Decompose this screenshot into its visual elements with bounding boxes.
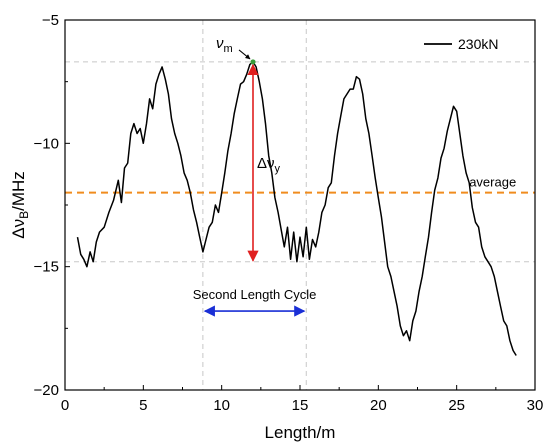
y-tick-label: −15 <box>34 259 59 276</box>
x-tick-label: 15 <box>292 397 309 414</box>
average-label: average <box>469 175 516 190</box>
delta-label-main: Δν <box>257 155 275 172</box>
peak-marker <box>250 59 256 65</box>
x-axis-label: Length/m <box>265 423 336 442</box>
y-axis-label: ΔνB/MHz <box>9 171 31 239</box>
peak-pointer <box>238 49 251 60</box>
legend: 230kN <box>424 36 498 52</box>
x-tick-label: 5 <box>139 397 147 414</box>
legend-label: 230kN <box>458 36 498 52</box>
peak-label: νm <box>216 35 233 55</box>
x-axis-ticks: 0 5 10 15 20 25 30 <box>61 385 544 414</box>
peak-label-sub: m <box>224 43 233 55</box>
cycle-label: Second Length Cycle <box>193 287 317 302</box>
y-tick-label: −5 <box>42 12 59 29</box>
y-tick-label: −20 <box>34 382 59 399</box>
y-tick-label: −10 <box>34 135 59 152</box>
y-axis-label-main: Δν <box>9 219 28 239</box>
delta-label: Δνy <box>257 155 281 175</box>
x-tick-label: 0 <box>61 397 69 414</box>
plot-frame <box>64 19 536 391</box>
y-axis-label-unit: /MHz <box>9 171 28 211</box>
series-line-230kN <box>76 61 517 356</box>
x-tick-label: 10 <box>213 397 230 414</box>
y-axis-ticks: −5 −10 −15 −20 <box>34 12 70 399</box>
x-tick-label: 25 <box>448 397 465 414</box>
delta-label-sub: y <box>275 163 281 175</box>
x-tick-label: 20 <box>370 397 387 414</box>
x-tick-label: 30 <box>527 397 544 414</box>
peak-label-main: ν <box>216 35 224 52</box>
reference-lines <box>65 20 535 390</box>
y-axis-label-sub: B <box>17 211 31 219</box>
